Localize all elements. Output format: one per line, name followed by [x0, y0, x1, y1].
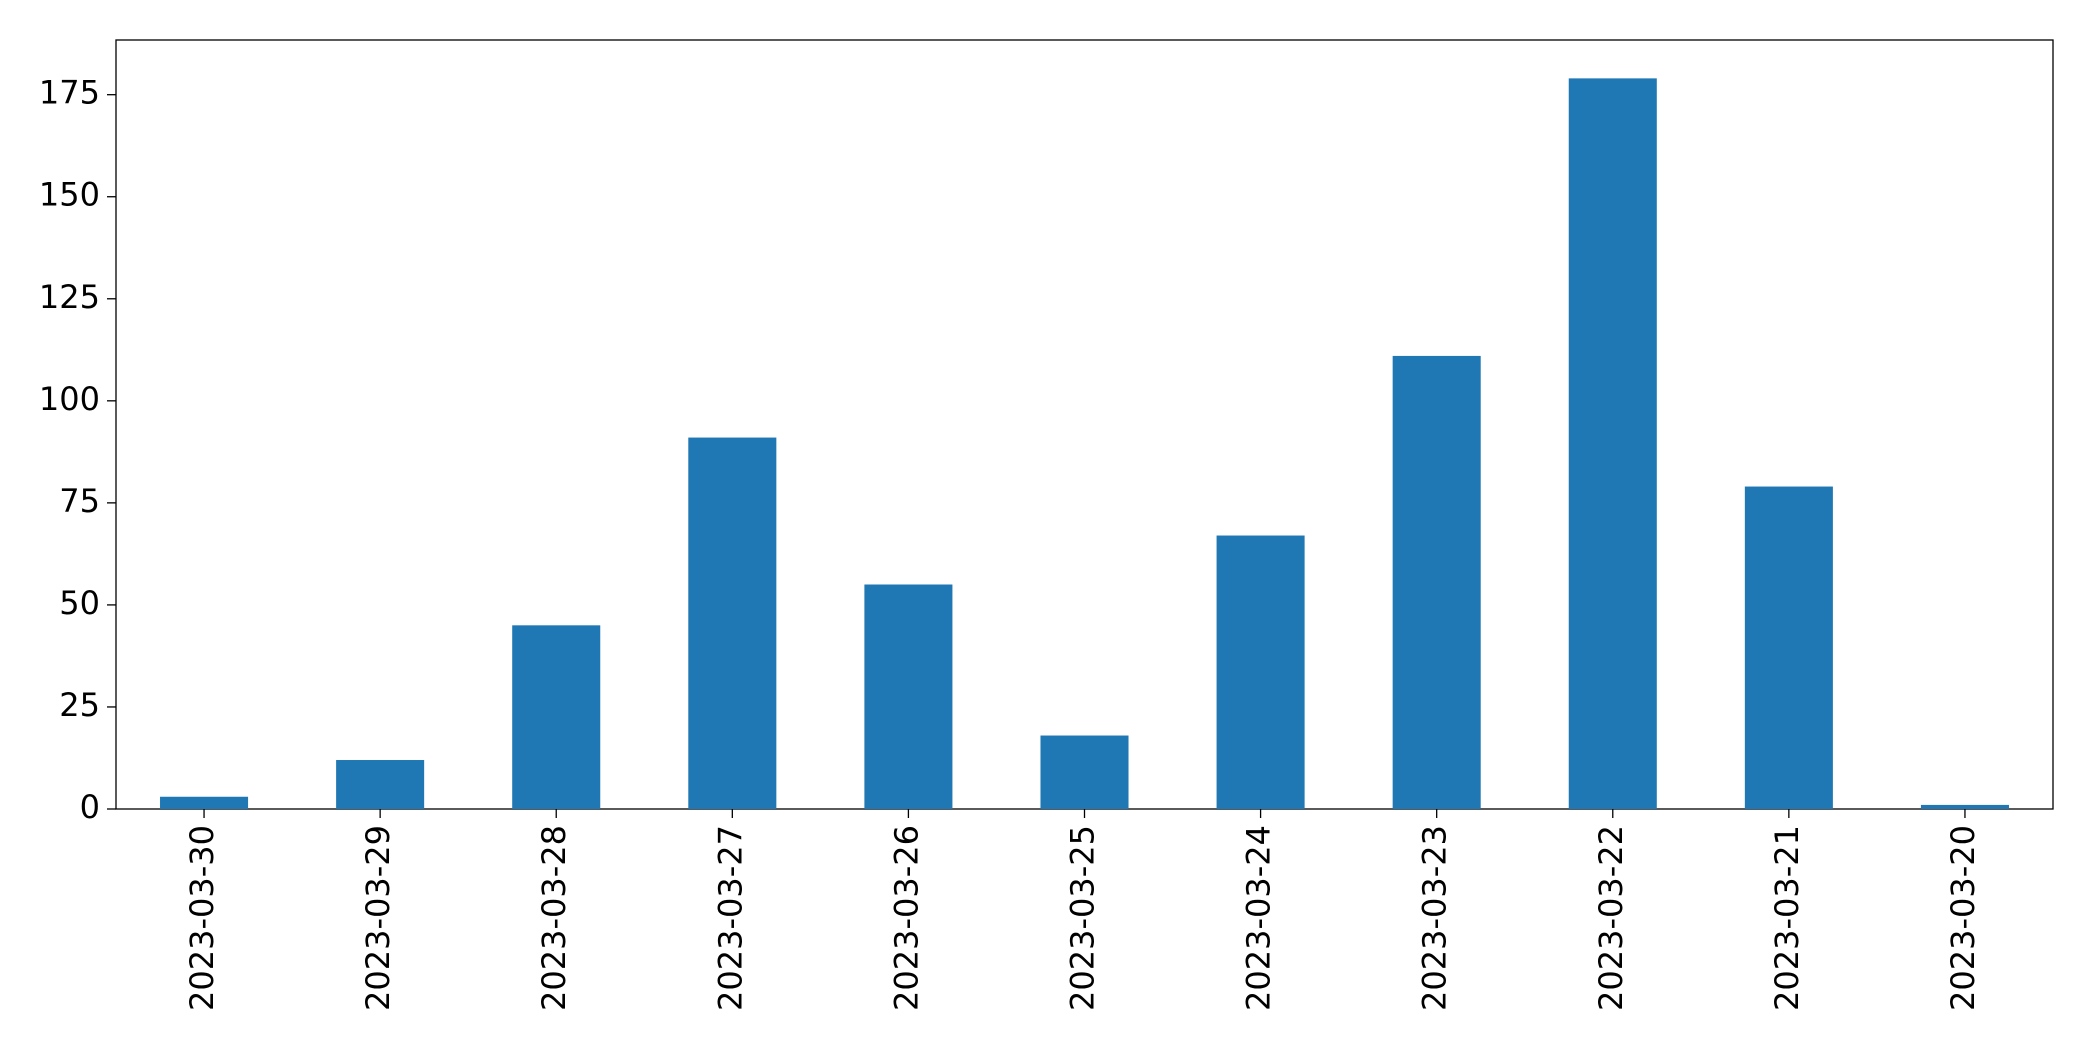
x-tick-label: 2023-03-28: [535, 825, 573, 1011]
x-tick-label: 2023-03-21: [1768, 825, 1806, 1011]
y-tick-label: 175: [39, 74, 100, 112]
bar: [864, 584, 953, 809]
bar: [1568, 78, 1657, 810]
bar: [1920, 804, 2009, 809]
bar: [688, 437, 777, 809]
bar: [1216, 535, 1305, 809]
x-tick-label: 2023-03-27: [711, 825, 749, 1011]
x-tick-label: 2023-03-24: [1240, 825, 1278, 1011]
bar: [1040, 735, 1129, 809]
y-tick-label: 150: [39, 176, 100, 214]
bar: [512, 625, 601, 809]
y-tick-label: 25: [59, 686, 100, 724]
bar: [336, 760, 425, 809]
x-tick-label: 2023-03-29: [359, 825, 397, 1011]
y-tick-label: 125: [39, 278, 100, 316]
bar: [1392, 355, 1481, 809]
y-tick-label: 50: [59, 584, 100, 622]
x-tick-label: 2023-03-25: [1064, 825, 1102, 1011]
x-tick-label: 2023-03-20: [1944, 825, 1982, 1011]
x-tick-label: 2023-03-30: [183, 825, 221, 1011]
y-tick-label: 0: [80, 788, 100, 826]
y-tick-label: 100: [39, 380, 100, 418]
y-tick-label: 75: [59, 482, 100, 520]
x-tick-label: 2023-03-22: [1592, 825, 1630, 1011]
x-tick-label: 2023-03-23: [1416, 825, 1454, 1011]
x-tick-label: 2023-03-26: [887, 825, 925, 1011]
bar: [160, 796, 249, 809]
bar: [1744, 486, 1833, 809]
